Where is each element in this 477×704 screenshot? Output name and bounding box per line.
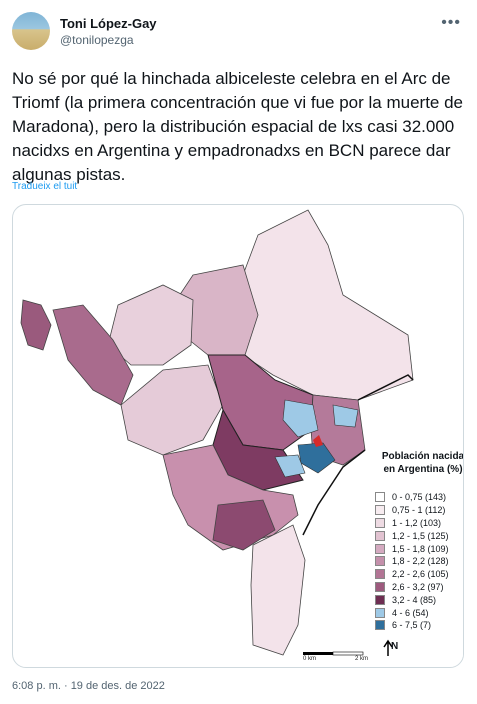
legend-title-line2: en Argentina (%) [383, 464, 463, 475]
legend-swatch [375, 556, 385, 567]
legend-label: 1,2 - 1,5 (125) [392, 530, 449, 541]
legend-item: 2,6 - 3,2 (97) [375, 581, 449, 594]
tweet-text: No sé por qué la hinchada albiceleste ce… [12, 69, 464, 184]
north-arrow-icon [383, 639, 393, 656]
legend-item: 3,2 - 4 (85) [375, 593, 449, 606]
scale-start-label: 0 km [303, 656, 317, 662]
legend-item: 4 - 6 (54) [375, 606, 449, 619]
legend-title: Población nacida en Argentina (%) [368, 450, 464, 476]
legend-swatch [375, 620, 385, 631]
more-options-icon[interactable]: ••• [441, 14, 461, 31]
legend-item: 1,5 - 1,8 (109) [375, 542, 449, 555]
scale-end-label: 2 km [355, 656, 369, 662]
legend-item: 2,2 - 2,6 (105) [375, 568, 449, 581]
scale-bar [303, 651, 364, 656]
author-handle[interactable]: @tonilopezga [60, 33, 134, 47]
legend-swatch [375, 594, 385, 605]
legend-item: 0 - 0,75 (143) [375, 491, 449, 504]
legend-title-line1: Población nacida [381, 451, 464, 462]
north-label: N [391, 641, 399, 652]
legend-swatch [375, 517, 385, 528]
map-image-card[interactable]: Población nacida en Argentina (%) 0 - 0,… [12, 204, 464, 668]
legend-label: 0 - 0,75 (143) [392, 492, 447, 503]
legend-label: 1,5 - 1,8 (109) [392, 543, 449, 554]
legend-item: 1,8 - 2,2 (128) [375, 555, 449, 568]
legend-swatch [375, 569, 385, 580]
legend-swatch [375, 505, 385, 516]
legend-label: 2,6 - 3,2 (97) [392, 581, 444, 592]
legend-item: 1 - 1,2 (103) [375, 517, 449, 530]
legend-label: 2,2 - 2,6 (105) [392, 569, 449, 580]
legend-label: 0,75 - 1 (112) [392, 505, 446, 516]
legend-swatch [375, 492, 385, 503]
tweet-header: Toni López-Gay @tonilopezga ••• [12, 12, 465, 56]
legend: 0 - 0,75 (143) 0,75 - 1 (112) 1 - 1,2 (103… [375, 491, 449, 632]
translate-link[interactable]: Tradueix el tuit [12, 181, 78, 192]
legend-swatch [375, 607, 385, 618]
legend-label: 6 - 7,5 (7) [392, 620, 432, 631]
legend-label: 1 - 1,2 (103) [392, 517, 442, 528]
legend-swatch [375, 530, 385, 541]
author-name[interactable]: Toni López-Gay [60, 16, 157, 31]
legend-swatch [375, 543, 385, 554]
legend-label: 1,8 - 2,2 (128) [392, 556, 449, 567]
legend-item: 6 - 7,5 (7) [375, 619, 449, 632]
legend-item: 0,75 - 1 (112) [375, 504, 449, 517]
choropleth-map [20, 209, 463, 660]
legend-label: 4 - 6 (54) [392, 607, 429, 618]
avatar[interactable] [12, 12, 50, 50]
legend-label: 3,2 - 4 (85) [392, 594, 437, 605]
legend-swatch [375, 581, 385, 592]
legend-item: 1,2 - 1,5 (125) [375, 529, 449, 542]
tweet-timestamp[interactable]: 6:08 p. m. · 19 de des. de 2022 [12, 680, 165, 692]
